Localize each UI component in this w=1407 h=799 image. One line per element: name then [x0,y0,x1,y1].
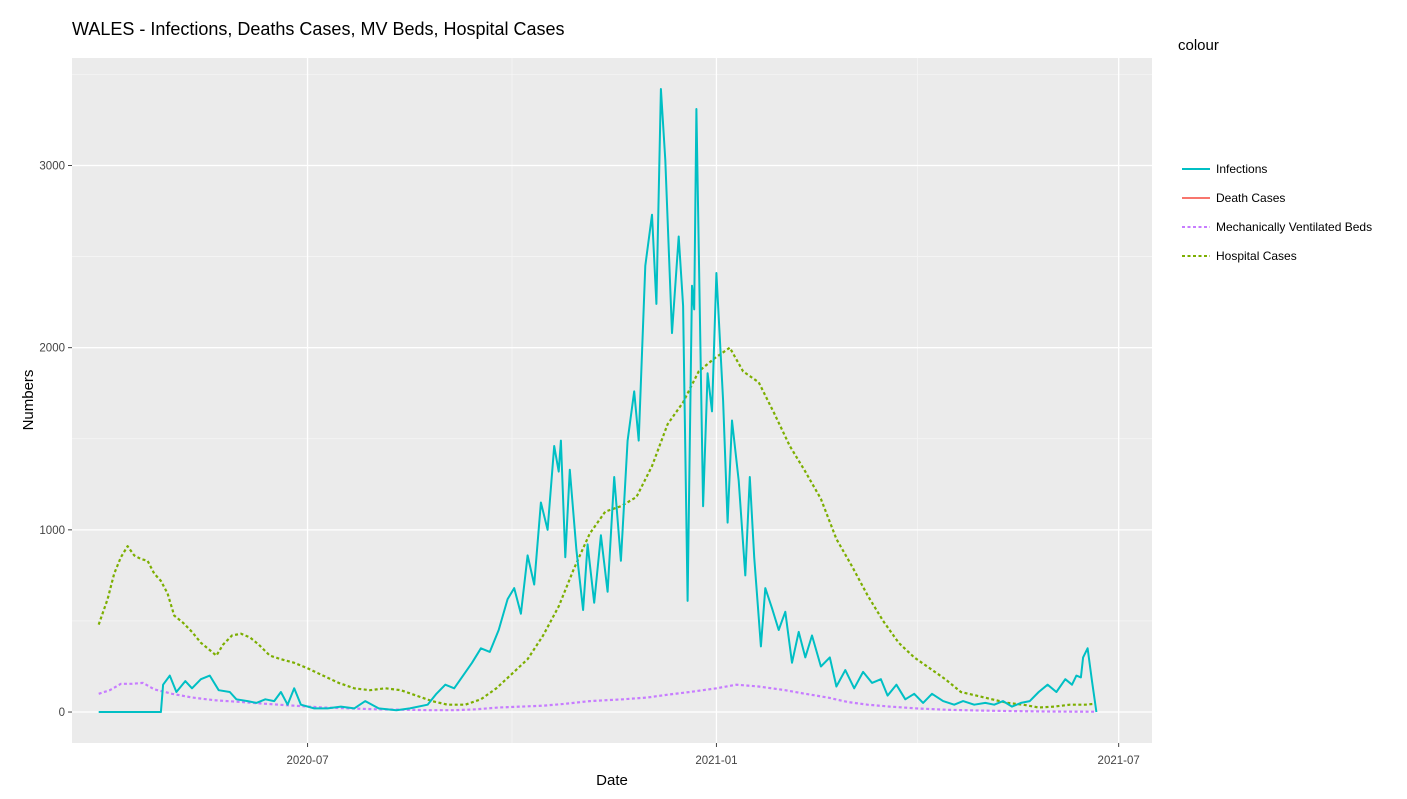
series-line-mechanically-ventilated-beds [98,681,1095,713]
x-tick-label: 2021-07 [1098,755,1140,767]
legend-title: colour [1178,37,1219,54]
gridlines [72,58,1152,743]
legend-label-hospital-cases: Hospital Cases [1216,249,1297,263]
legend: colour Infections Death Cases Mechanically… [1178,37,1372,263]
chart-title: WALES - Infections, Deaths Cases, MV Bed… [72,19,565,39]
series-line-hospital-cases [97,346,1095,709]
x-axis-title: Date [596,772,628,789]
series-layer [97,88,1098,713]
x-tick-label: 2020-07 [286,755,328,767]
series-line-infections [98,88,1098,713]
y-axis-title: Numbers [20,370,37,431]
legend-label-death-cases: Death Cases [1216,191,1285,205]
plot-panel [72,58,1152,743]
axis-ticks: 0 1000 2000 3000 2020-07 2021-01 2021-07 [39,160,1139,767]
y-tick-label: 3000 [39,160,65,172]
x-tick-label: 2021-01 [695,755,737,767]
y-tick-label: 2000 [39,343,65,355]
legend-label-mechanically-ventilated-beds: Mechanically Ventilated Beds [1216,220,1372,234]
legend-label-infections: Infections [1216,162,1267,176]
y-tick-label: 0 [59,707,65,719]
y-tick-label: 1000 [39,525,65,537]
